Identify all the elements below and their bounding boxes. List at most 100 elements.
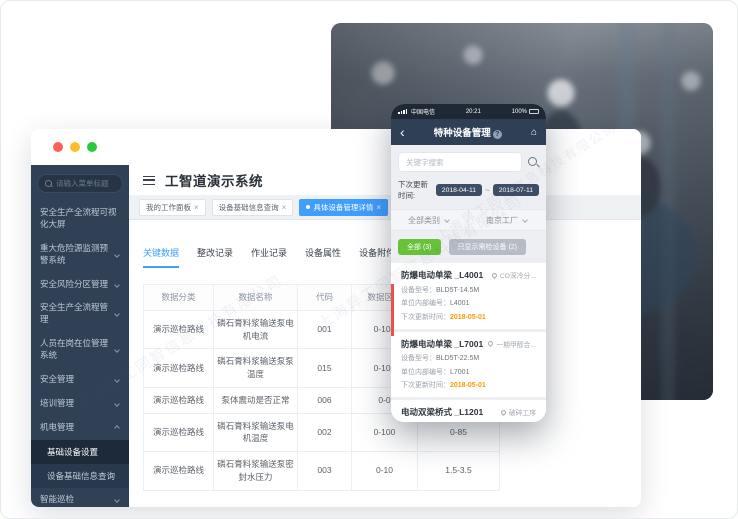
chevron-down-icon	[114, 347, 120, 353]
chevron-up-icon	[114, 424, 120, 431]
phone-search-row	[398, 152, 539, 172]
cell-data-name: 磷石膏料浆输送泵泵温度	[213, 348, 298, 388]
next-update-value: 2018-05-01	[450, 382, 486, 389]
carrier-label: 中国电信	[411, 110, 436, 116]
help-badge-icon[interactable]: ?	[492, 130, 502, 139]
category-dropdown[interactable]: 全部类别	[391, 210, 468, 230]
phone-body: 下次更新时间: 2018-04-11 ~ 2018-07-11 全部类别 南京工…	[391, 145, 546, 422]
phone-page-title: 特种设备管理?	[405, 125, 531, 139]
column-header: 数据名称	[213, 284, 298, 311]
close-tab-icon[interactable]: ×	[194, 202, 199, 212]
cell-category: 演示巡检路线	[143, 309, 214, 350]
chevron-down-icon	[114, 377, 120, 383]
code-label: 单位内部编号：	[401, 300, 450, 307]
filter-all-button[interactable]: 全部 (3)	[398, 239, 441, 255]
maximize-window-button[interactable]	[87, 142, 97, 152]
date-from-button[interactable]: 2018-04-11	[435, 184, 483, 196]
filter-due-only-button[interactable]: 只显示需检设备 (2)	[448, 239, 526, 255]
sidebar-subitem-device-query[interactable]: 设备基础信息查询	[31, 464, 129, 488]
sidebar-item-smart-inspect[interactable]: 智能巡检	[31, 488, 129, 507]
location-text: 一期甲醇合...	[496, 341, 536, 349]
search-icon[interactable]	[528, 156, 539, 168]
location-text: CO深冷分...	[499, 273, 536, 280]
filter-chip-row: 全部 (3) 只显示需检设备 (2)	[398, 239, 539, 255]
sidebar-item-safety-mgmt[interactable]: 安全管理	[31, 368, 129, 392]
tab-device-query[interactable]: 设备基础信息查询 ×	[211, 198, 294, 216]
column-header: 代码	[297, 284, 352, 311]
subtab-device-attachments[interactable]: 设备附件	[359, 248, 396, 258]
equipment-card[interactable]: 防爆电动单梁 _L4001 CO深冷分... 设备型号：BLD5T-14.5M …	[391, 263, 546, 329]
sidebar-item-label: 重大危险源监测预警系统	[40, 242, 109, 265]
table-row: 演示巡检路线 磷石膏料浆输送泵密封水压力 003 0-10 1.5-3.5	[143, 451, 500, 491]
code-row: 单位内部编号：L4001	[401, 298, 536, 308]
equipment-card[interactable]: 电动双梁桥式 _L1201 破碎工序 设备型号：QD32/5T-25.5M 单位…	[391, 400, 546, 422]
tab-label: 我的工作面板	[146, 202, 191, 212]
sidebar-item-label: 智能巡检	[40, 493, 75, 504]
cell-category: 演示巡检路线	[143, 412, 214, 452]
battery-block: 100%	[512, 109, 539, 115]
tab-my-workpanel[interactable]: 我的工作面板 ×	[139, 198, 206, 216]
location-pin-icon	[487, 339, 495, 348]
home-icon[interactable]: ⌂	[530, 126, 537, 138]
sidebar-item-safety-process[interactable]: 安全生产全流程管理	[31, 296, 129, 332]
sidebar-item-label: 安全风险分区管理	[40, 278, 109, 289]
phone-statusbar: 中国电信 20:21 100%	[391, 104, 546, 119]
model-row: 设备型号：BLD5T-14.5M	[401, 285, 536, 295]
model-row: 设备型号：BLD5T-22.5M	[401, 353, 536, 363]
content-header: 工智道演示系统	[129, 165, 641, 195]
model-row: 设备型号：QD32/5T-25.5M	[401, 422, 536, 423]
sidebar-search-input[interactable]	[56, 179, 115, 188]
cell-code: 003	[297, 451, 352, 491]
main-area: 关键数据 整改记录 作业记录 设备属性 设备附件 特种设备附件 数据分类 数据名…	[129, 220, 641, 507]
subtab-rectify-records[interactable]: 整改记录	[197, 248, 234, 258]
window-titlebar	[31, 129, 641, 165]
sidebar-item-visual-screen[interactable]: 安全生产全流程可视化大屏	[31, 201, 129, 237]
model-value: BLD5T-14.5M	[436, 286, 480, 294]
keyword-search-input[interactable]	[398, 152, 522, 172]
date-filter-row: 下次更新时间: 2018-04-11 ~ 2018-07-11	[398, 179, 539, 201]
minimize-window-button[interactable]	[70, 142, 80, 152]
active-tab-dot	[306, 205, 311, 209]
sidebar: 安全生产全流程可视化大屏 重大危险源监测预警系统 安全风险分区管理 安全生产全流…	[31, 165, 129, 507]
cell-range: 0-10	[351, 451, 418, 491]
battery-percent: 100%	[511, 108, 527, 115]
page-title: 工智道演示系统	[165, 174, 263, 189]
sidebar-item-electromech[interactable]: 机电管理	[31, 416, 129, 440]
open-tabs-bar: 我的工作面板 × 设备基础信息查询 × 具体设备管理详情 ×	[129, 195, 641, 220]
factory-dropdown[interactable]: 南京工厂	[468, 210, 546, 230]
cell-code: 006	[297, 386, 352, 414]
sidebar-item-hazard-warning[interactable]: 重大危险源监测预警系统	[31, 237, 129, 273]
equipment-card[interactable]: 防爆电动单梁 _L7001 一期甲醇合... 设备型号：BLD5T-22.5M …	[391, 331, 546, 397]
close-tab-icon[interactable]: ×	[376, 202, 382, 212]
back-arrow-icon[interactable]: ‹	[400, 124, 405, 140]
cell-control-range: 1.5-3.5	[417, 451, 500, 491]
sidebar-item-personnel[interactable]: 人员在岗在位管理系统	[31, 332, 129, 368]
code-label: 单位内部编号：	[401, 368, 450, 376]
sidebar-item-training[interactable]: 培训管理	[31, 392, 129, 416]
subtab-device-props[interactable]: 设备属性	[305, 248, 342, 258]
tab-label: 具体设备管理详情	[313, 202, 374, 212]
next-update-value: 2018-05-01	[450, 313, 486, 321]
code-value: L7001	[450, 368, 470, 376]
tab-device-detail-active[interactable]: 具体设备管理详情 ×	[299, 198, 389, 216]
equipment-location: 破碎工序	[499, 407, 536, 417]
chevron-down-icon	[114, 251, 120, 258]
date-to-button[interactable]: 2018-07-11	[492, 184, 539, 196]
sidebar-item-label: 机电管理	[40, 421, 75, 432]
next-update-label: 下次更新时间：	[401, 382, 450, 389]
subtab-work-records[interactable]: 作业记录	[251, 248, 288, 258]
equipment-location: CO深冷分...	[490, 270, 536, 280]
chevron-down-icon	[114, 311, 120, 318]
sidebar-search[interactable]	[37, 174, 123, 193]
subtab-key-data[interactable]: 关键数据	[143, 246, 180, 268]
card-top: 防爆电动单梁 _L4001 CO深冷分...	[401, 269, 536, 281]
scroll-indicator[interactable]	[391, 284, 394, 336]
update-time-label: 下次更新时间:	[398, 180, 428, 200]
close-tab-icon[interactable]: ×	[281, 202, 287, 212]
sidebar-item-risk-zone[interactable]: 安全风险分区管理	[31, 273, 129, 297]
sidebar-subitem-basic-device[interactable]: 基础设备设置	[31, 439, 129, 464]
hamburger-menu-icon[interactable]	[143, 175, 155, 185]
model-value: BLD5T-22.5M	[436, 355, 480, 362]
tab-label: 设备基础信息查询	[218, 202, 279, 212]
close-window-button[interactable]	[53, 142, 63, 152]
